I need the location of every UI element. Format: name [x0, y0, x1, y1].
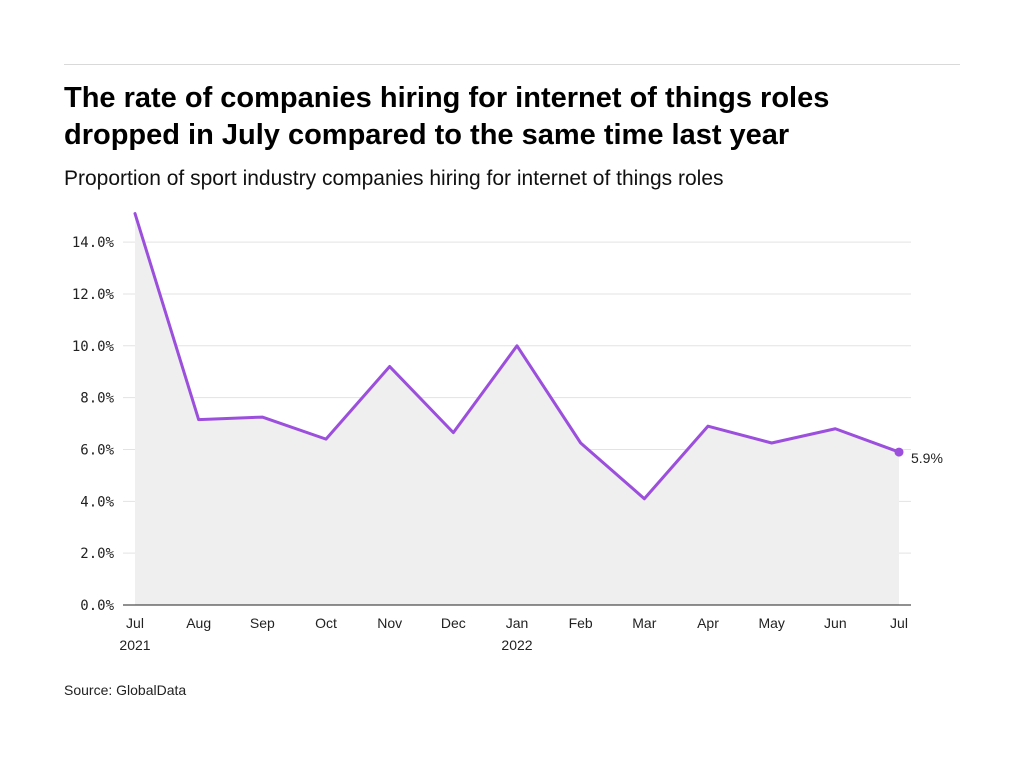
- y-tick-label: 8.0%: [80, 391, 114, 407]
- series-line: [133, 212, 901, 501]
- y-tick-label: 2.0%: [80, 546, 114, 562]
- x-tick-label: Jan: [506, 615, 529, 631]
- y-tick-label: 12.0%: [72, 287, 115, 303]
- x-tick-label: May: [758, 615, 784, 631]
- x-tick-label: Mar: [632, 615, 656, 631]
- title-line-1: The rate of companies hiring for interne…: [64, 82, 830, 114]
- x-tick-label: Apr: [697, 615, 719, 631]
- x-tick-label: Dec: [441, 615, 466, 631]
- y-tick-label: 6.0%: [80, 442, 114, 458]
- x-tick-label: Oct: [315, 615, 337, 631]
- x-tick-label: Jul: [890, 615, 908, 631]
- x-tick-label: Feb: [569, 615, 593, 631]
- x-tick-label: Aug: [186, 615, 211, 631]
- title-line-2: dropped in July compared to the same tim…: [64, 119, 790, 151]
- end-value-label: 5.9%: [911, 450, 943, 466]
- top-rule: [64, 64, 960, 65]
- area-fill: [135, 213, 899, 605]
- y-tick-label: 10.0%: [72, 339, 115, 355]
- chart-subtitle: Proportion of sport industry companies h…: [64, 167, 724, 190]
- x-tick-label: Jul: [126, 615, 144, 631]
- y-tick-label: 14.0%: [72, 235, 115, 251]
- y-tick-label: 0.0%: [80, 598, 114, 614]
- x-year-label: 2022: [501, 637, 532, 653]
- end-point: [894, 447, 904, 457]
- x-year-label: 2021: [119, 637, 150, 653]
- x-tick-label: Sep: [250, 615, 275, 631]
- x-tick-label: Nov: [377, 615, 402, 631]
- y-tick-label: 4.0%: [80, 494, 114, 510]
- source-note: Source: GlobalData: [64, 682, 187, 698]
- chart-title: The rate of companies hiring for interne…: [64, 80, 964, 154]
- x-tick-label: Jun: [824, 615, 847, 631]
